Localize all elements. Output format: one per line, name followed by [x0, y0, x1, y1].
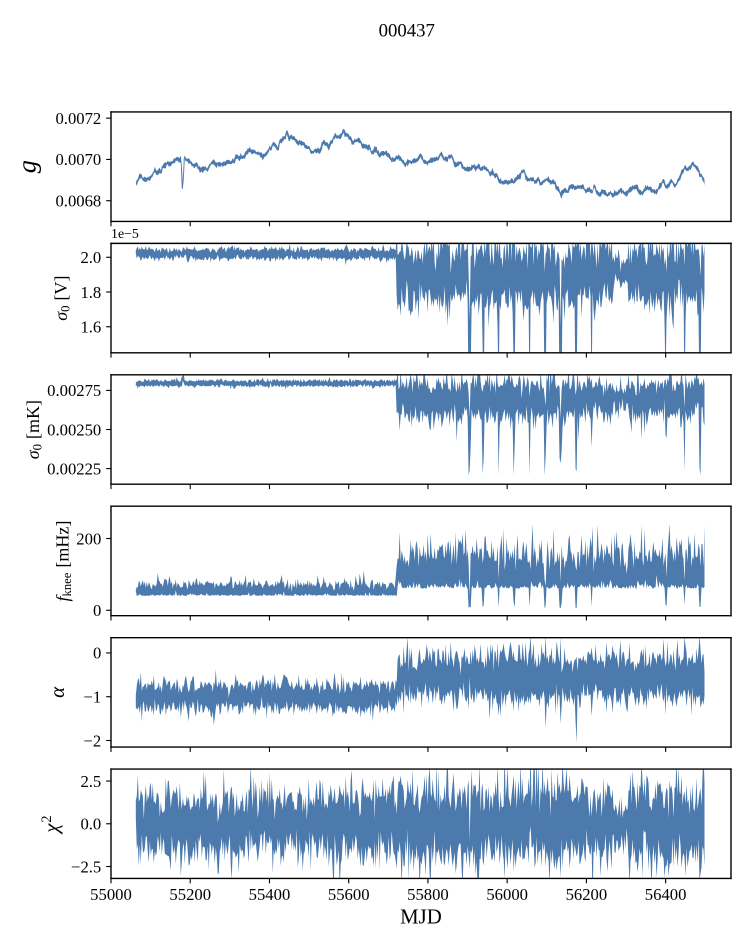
- svg-text:−1: −1: [84, 688, 102, 707]
- svg-text:56400: 56400: [645, 885, 687, 904]
- svg-text:f k n e: f k n e e [ m H z ]: [48, 521, 75, 602]
- svg-text:200: 200: [76, 529, 101, 548]
- svg-text:1.8: 1.8: [80, 283, 101, 302]
- svg-text:α: α: [45, 686, 69, 698]
- svg-text:1e−5: 1e−5: [111, 227, 139, 242]
- svg-text:000437: 000437: [379, 21, 435, 42]
- svg-text:55400: 55400: [249, 885, 291, 904]
- svg-text:55000: 55000: [90, 885, 132, 904]
- svg-text:56000: 56000: [486, 885, 528, 904]
- svg-text:−2: −2: [84, 731, 102, 750]
- svg-text:σ 0 [: σ 0 [ V ]: [47, 276, 74, 321]
- svg-text:0.0: 0.0: [80, 815, 101, 834]
- svg-text:σ 0 [: σ 0 [ m K ]: [19, 400, 46, 459]
- svg-text:0.0068: 0.0068: [55, 192, 101, 211]
- svg-text:2.0: 2.0: [80, 248, 101, 267]
- svg-text:55800: 55800: [407, 885, 449, 904]
- svg-text:−2.5: −2.5: [71, 857, 101, 876]
- svg-text:55200: 55200: [169, 885, 211, 904]
- svg-text:55600: 55600: [328, 885, 370, 904]
- svg-text:MJD: MJD: [400, 904, 442, 928]
- svg-text:0.00225: 0.00225: [47, 459, 101, 478]
- svg-text:0.0070: 0.0070: [55, 150, 101, 169]
- svg-text:0: 0: [93, 644, 101, 663]
- svg-text:56200: 56200: [566, 885, 608, 904]
- svg-text:0.0072: 0.0072: [55, 109, 101, 128]
- svg-text:0.00250: 0.00250: [47, 420, 101, 439]
- svg-text:2.5: 2.5: [80, 772, 101, 791]
- svg-text:0.00275: 0.00275: [47, 381, 101, 400]
- svg-text:0: 0: [93, 601, 101, 620]
- svg-text:g: g: [12, 160, 42, 173]
- svg-text:χ 2: χ 2: [38, 815, 63, 834]
- svg-text:1.6: 1.6: [80, 318, 101, 337]
